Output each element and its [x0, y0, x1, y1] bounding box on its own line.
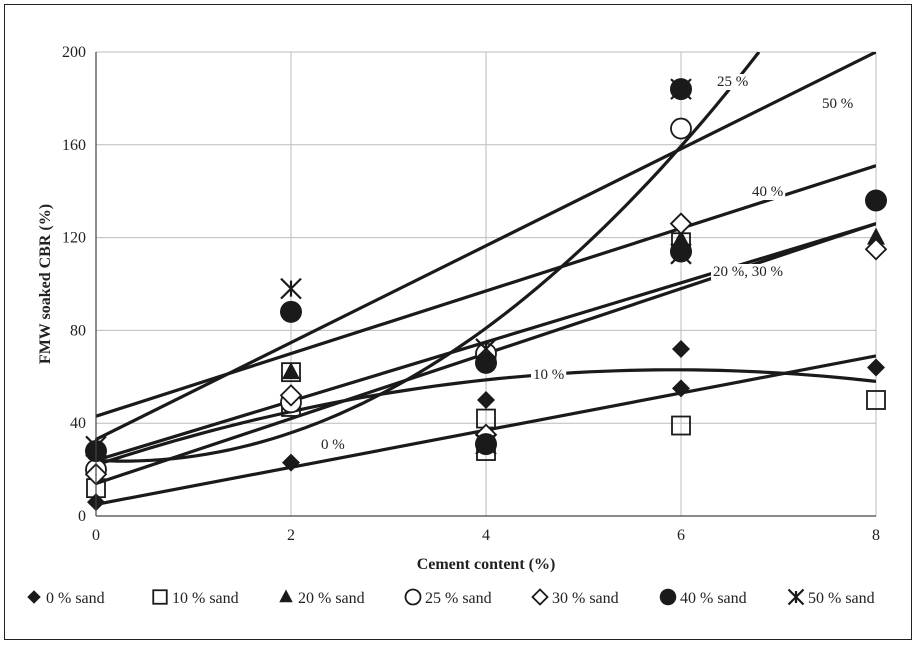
- data-point: [671, 415, 691, 436]
- legend-label: 25 % sand: [425, 590, 492, 607]
- trend-label: 0 %: [321, 437, 345, 453]
- x-tick-label: 8: [872, 527, 880, 544]
- legend-entry: 25 % sand: [404, 588, 492, 607]
- trend-label-bg: [715, 74, 751, 90]
- data-point: [670, 78, 692, 100]
- trend-label: 25 %: [717, 74, 748, 90]
- y-tick-label: 0: [78, 508, 86, 525]
- trend-label-bg: [531, 367, 567, 383]
- trend-label-bg: [820, 96, 856, 112]
- data-point: [866, 390, 886, 410]
- axis-ticks: 0 40 80 120 160 200 0 2 4 6 8: [62, 44, 880, 544]
- marker-shape: [27, 590, 41, 604]
- y-tick-label: 120: [62, 230, 86, 247]
- x-tick-label: 6: [677, 527, 685, 544]
- y-tick-label: 80: [70, 322, 86, 339]
- marker-shape: [404, 588, 422, 606]
- x-tick-label: 2: [287, 527, 295, 544]
- data-point: [279, 384, 303, 407]
- marker-shape: [282, 453, 300, 472]
- legend-label: 50 % sand: [808, 590, 875, 607]
- marker-shape: [672, 339, 690, 358]
- legend-label: 20 % sand: [298, 590, 365, 607]
- marker-shape: [865, 189, 887, 212]
- marker-shape: [475, 351, 497, 374]
- marker-shape: [152, 589, 168, 605]
- trend-line: [96, 368, 876, 467]
- marker-shape: [864, 237, 888, 261]
- trend-label: 20 %, 30 %: [713, 264, 783, 280]
- y-tick-label: 40: [70, 415, 86, 432]
- marker-shape: [282, 362, 300, 380]
- data-point: [867, 358, 885, 377]
- x-tick-label: 4: [482, 527, 490, 544]
- data-point: [475, 433, 497, 455]
- legend-marker: [27, 590, 41, 604]
- legend-marker: [787, 588, 805, 606]
- legend-entry: 30 % sand: [531, 588, 619, 607]
- data-point: [477, 391, 495, 409]
- marker-shape: [477, 391, 495, 409]
- data-point: [475, 351, 497, 374]
- y-axis-label: FMW soaked CBR (%): [37, 204, 54, 364]
- legend-marker: [404, 588, 422, 606]
- data-point: [280, 300, 302, 323]
- y-tick-label: 160: [62, 137, 86, 154]
- marker-shape: [280, 300, 302, 323]
- data-point: [672, 379, 690, 398]
- legend-marker: [279, 589, 293, 603]
- marker-shape: [531, 588, 549, 606]
- data-point: [672, 339, 690, 358]
- marker-shape: [659, 588, 677, 606]
- data-points: [84, 78, 888, 512]
- legend-label: 30 % sand: [552, 590, 619, 607]
- trend-label-bg: [319, 437, 347, 453]
- data-point: [670, 117, 692, 140]
- legend-entry: 0 % sand: [27, 590, 105, 607]
- legend-entry: 40 % sand: [659, 588, 747, 607]
- trend-label: 10 %: [533, 367, 564, 383]
- legend-entry: 50 % sand: [787, 588, 875, 607]
- legend-marker: [152, 589, 168, 605]
- data-point: [867, 227, 885, 245]
- legend-entry: 10 % sand: [152, 589, 239, 607]
- data-point: [475, 338, 497, 360]
- legend-label: 40 % sand: [680, 590, 747, 607]
- data-point: [280, 277, 302, 300]
- marker-shape: [670, 117, 692, 140]
- data-point: [670, 243, 692, 265]
- legend-marker: [531, 588, 549, 606]
- marker-shape: [672, 379, 690, 398]
- marker-shape: [671, 415, 691, 436]
- legend-marker: [659, 588, 677, 606]
- marker-shape: [669, 212, 693, 235]
- data-point: [282, 362, 300, 380]
- marker-shape: [867, 358, 885, 377]
- x-tick-label: 0: [92, 527, 100, 544]
- x-axis-label: Cement content (%): [417, 556, 556, 573]
- trend-labels: 0 % 10 % 20 %, 30 % 25 % 40 % 50 %: [319, 74, 856, 453]
- y-tick-label: 200: [62, 44, 86, 61]
- marker-shape: [867, 227, 885, 245]
- trend-line: [96, 52, 876, 441]
- trend-label-bg: [711, 264, 785, 280]
- marker-shape: [279, 589, 293, 603]
- data-point: [864, 237, 888, 261]
- data-point: [865, 189, 887, 212]
- legend-entry: 20 % sand: [279, 589, 365, 607]
- data-point: [282, 453, 300, 472]
- trend-label-bg: [750, 184, 786, 200]
- legend-label: 0 % sand: [46, 590, 105, 607]
- trend-label: 40 %: [752, 184, 783, 200]
- marker-shape: [866, 390, 886, 410]
- trend-line: [96, 52, 761, 463]
- legend: 0 % sand 10 % sand 20 % sand 25 % sand 30 % …: [27, 588, 875, 607]
- trend-label: 50 %: [822, 96, 853, 112]
- marker-shape: [279, 384, 303, 407]
- legend-label: 10 % sand: [172, 590, 239, 607]
- data-point: [669, 212, 693, 235]
